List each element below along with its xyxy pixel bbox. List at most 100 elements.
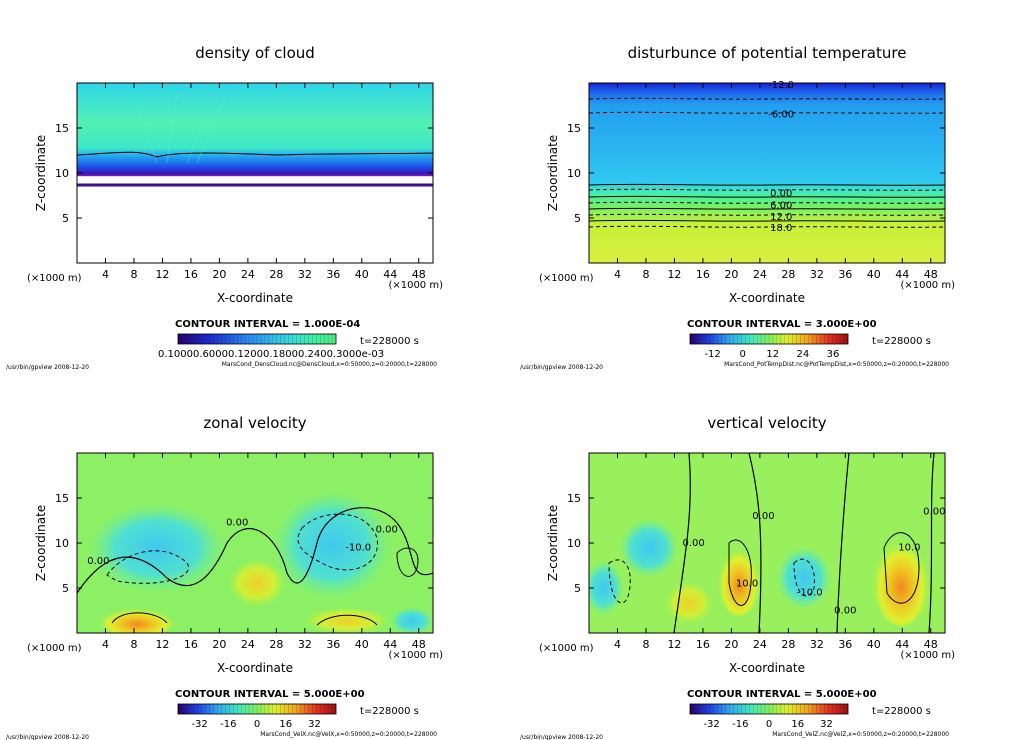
contour-line	[748, 453, 762, 633]
colorbar-tick-label: -32	[191, 719, 207, 730]
contour-label: 0.00	[226, 517, 248, 528]
chart-title: density of cloud	[195, 44, 315, 62]
x-tick-label: 44	[895, 638, 909, 651]
x-tick-label: 16	[184, 268, 198, 281]
time-label: t=228000 s	[360, 336, 419, 347]
contour-label: 18.0	[770, 223, 792, 234]
colorbar-tick-label: -32	[703, 719, 719, 730]
colorbar-tick-label: 12	[766, 349, 779, 360]
contour-line	[728, 539, 752, 606]
footer-path-right: /usr/bin/gpview 2008-12-20	[520, 364, 603, 371]
x-tick-label: 4	[614, 268, 621, 281]
x-tick-label: 28	[269, 268, 283, 281]
footer-path-left-bottom: /usr/bin/gpview 2008-12-20	[6, 734, 89, 740]
x-tick-label: 20	[724, 638, 738, 651]
contour-label: 6.00	[770, 200, 792, 211]
x-tick-label: 8	[642, 268, 649, 281]
x-tick-label: 24	[753, 268, 767, 281]
cloud-density-field	[77, 83, 433, 263]
x-tick-label: 32	[810, 268, 824, 281]
x-tick-label: 48	[412, 268, 426, 281]
contour-label: -10.0	[345, 543, 371, 554]
negative-region	[589, 560, 624, 616]
x-tick-label: 24	[241, 268, 255, 281]
positive-region	[227, 558, 287, 608]
chart-title: zonal velocity	[203, 414, 306, 432]
contour-line	[589, 195, 945, 198]
contour-line	[608, 559, 631, 604]
contour-label: 10.0	[736, 579, 758, 590]
x-tick-label: 4	[614, 638, 621, 651]
x-scale-label: (×1000 m)	[388, 650, 443, 661]
contour-line	[77, 151, 433, 158]
x-tick-label: 44	[895, 268, 909, 281]
colorbar-tick-label: 0	[739, 349, 745, 360]
x-tick-label: 28	[269, 638, 283, 651]
chart-title: vertical velocity	[707, 414, 826, 432]
x-tick-label: 40	[867, 638, 881, 651]
y-axis-label: Z-coordinate	[34, 135, 48, 211]
y-tick-label: 5	[574, 212, 581, 225]
y-tick-label: 5	[574, 582, 581, 595]
contour-line	[297, 513, 378, 571]
colorbar-tick-label: 36	[827, 349, 840, 360]
source-path: MarsCond_PotTempDist.nc@PotTempDist,x=0:…	[724, 361, 949, 368]
contour-label: -6.00	[768, 110, 794, 121]
negative-region	[619, 518, 679, 578]
x-scale-label: (×1000 m)	[388, 280, 443, 291]
x-tick-label: 24	[753, 638, 767, 651]
x-tick-label: 48	[924, 638, 938, 651]
contour-line	[589, 97, 945, 100]
source-path: MarsCond_VelZ.nc@VelZ,x=0:50000,z=0:2000…	[772, 731, 949, 738]
contour-interval: CONTOUR INTERVAL = 5.000E+00	[687, 689, 877, 700]
x-tick-label: 16	[696, 638, 710, 651]
x-tick-label: 48	[412, 638, 426, 651]
y-tick-label: 10	[567, 167, 581, 180]
contour-label: 12.0	[770, 212, 792, 223]
x-tick-label: 16	[184, 638, 198, 651]
y-tick-label: 15	[55, 492, 69, 505]
contour-label: 10.0	[898, 543, 920, 554]
x-tick-label: 44	[383, 268, 397, 281]
contour-label: -10.0	[797, 588, 823, 599]
negative-region	[272, 490, 392, 600]
negative-region	[87, 503, 227, 593]
x-tick-label: 20	[724, 268, 738, 281]
contour-label: 0.00	[376, 525, 398, 536]
temperature-field	[589, 83, 945, 263]
x-tick-label: 36	[838, 638, 852, 651]
colorbar-tick-label: -16	[220, 719, 236, 730]
contour-interval: CONTOUR INTERVAL = 5.000E+00	[175, 689, 365, 700]
source-path: MarsCond_VelX.nc@VelX,x=0:50000,z=0:2000…	[260, 731, 437, 738]
colorbar-tick-label: 24	[796, 349, 809, 360]
contour-line	[589, 188, 945, 191]
colorbar-tick-label: 32	[820, 719, 833, 730]
footer-path-right-bottom: /usr/bin/gpview 2008-12-20	[520, 734, 603, 740]
colorbar-tick-label: -12	[704, 349, 720, 360]
y-scale-label: (×1000 m)	[27, 273, 82, 284]
x-tick-label: 4	[102, 268, 109, 281]
time-label: t=228000 s	[872, 336, 931, 347]
positive-region	[97, 605, 177, 633]
x-tick-label: 8	[642, 638, 649, 651]
chart-panel: disturbunce of potential temperature -12.…	[539, 44, 955, 368]
x-axis-label: X-coordinate	[217, 291, 293, 305]
colorbar-tick-label: 16	[791, 719, 804, 730]
contour-label: -12.0	[768, 80, 794, 91]
y-scale-label: (×1000 m)	[27, 643, 82, 654]
plot-area	[77, 453, 433, 633]
contour-line	[589, 219, 945, 222]
x-tick-label: 48	[924, 268, 938, 281]
y-axis-label: Z-coordinate	[546, 505, 560, 581]
x-tick-label: 24	[241, 638, 255, 651]
colorbar-tick-label: 32	[308, 719, 321, 730]
contour-line	[928, 453, 935, 633]
contour-interval: CONTOUR INTERVAL = 1.000E-04	[175, 319, 360, 330]
colorbar-tick-label: 0	[766, 719, 772, 730]
x-tick-label: 8	[130, 268, 137, 281]
contour-label: 0.00	[923, 507, 945, 518]
contour-line	[589, 213, 945, 216]
contour-label: 0.00	[683, 538, 705, 549]
contour-line	[77, 507, 433, 594]
contour-line	[589, 111, 945, 114]
